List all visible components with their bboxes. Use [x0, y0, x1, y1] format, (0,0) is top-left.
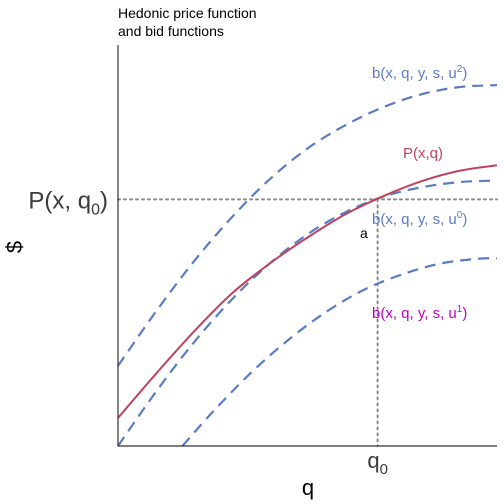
annotation-tangency-point: a — [360, 225, 368, 241]
chart-title-line-1: Hedonic price function — [118, 5, 257, 21]
y-axis-label: $ — [2, 241, 27, 253]
annotation-bid-u0: b(x, q, y, s, u0) — [372, 210, 467, 228]
series-line-0 — [117, 164, 498, 419]
chart-title-line-2: and bid functions — [118, 23, 224, 39]
series-line-2 — [117, 179, 498, 447]
annotation-bid-u2: b(x, q, y, s, u2) — [372, 64, 467, 82]
x-axis-label: q — [302, 475, 314, 500]
series-line-3 — [181, 257, 498, 447]
horizontal-reference-label: P(x, q0) — [28, 187, 108, 218]
series-group — [117, 84, 498, 447]
annotation-bid-u1: b(x, q, y, s, u1) — [372, 304, 467, 322]
vertical-reference-label: q0 — [367, 448, 388, 478]
series-line-1 — [117, 84, 498, 367]
annotation-price-function: P(x,q) — [403, 145, 443, 162]
